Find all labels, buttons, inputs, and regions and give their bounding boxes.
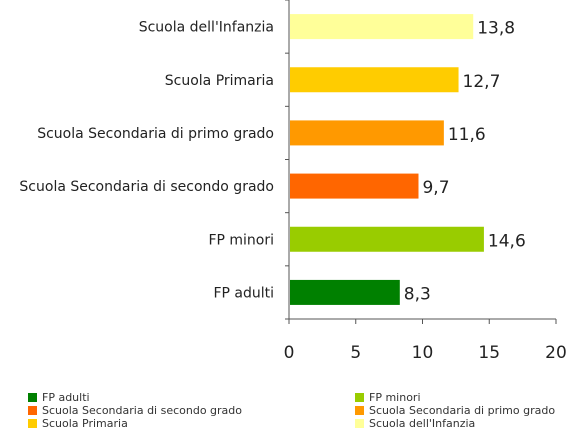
category-label: Scuola dell'Infanzia [139, 20, 274, 36]
value-label: 14,6 [488, 231, 526, 251]
legend-swatch [28, 393, 37, 402]
legend-swatch [28, 406, 37, 415]
bar [290, 120, 444, 146]
legend-item-secondaria-primo-grado: Scuola Secondaria di primo grado [355, 404, 555, 417]
category-label: Scuola Secondaria di secondo grado [19, 179, 274, 195]
bar [290, 14, 474, 40]
legend: FP adulti FP minori Scuola Secondaria di… [0, 388, 567, 431]
bar [290, 279, 400, 305]
legend-label: Scuola Secondaria di primo grado [369, 404, 556, 417]
category-label: FP adulti [213, 285, 274, 301]
x-tick-label: 15 [478, 343, 500, 363]
value-label: 13,8 [477, 19, 515, 39]
bar [290, 67, 459, 93]
legend-label: FP minori [369, 391, 421, 404]
value-label: 12,7 [463, 72, 501, 92]
x-tick-label: 5 [350, 343, 361, 363]
x-tick-label: 0 [284, 343, 295, 363]
value-label: 11,6 [448, 125, 486, 145]
x-tick-label: 10 [412, 343, 434, 363]
legend-swatch [355, 406, 364, 415]
x-tick-label: 20 [545, 343, 567, 363]
category-label: FP minori [208, 232, 274, 248]
legend-item-infanzia: Scuola dell'Infanzia [355, 417, 475, 430]
category-label: Scuola Primaria [165, 73, 274, 89]
legend-label: FP adulti [42, 391, 90, 404]
category-label: Scuola Secondaria di primo grado [37, 126, 274, 142]
value-label: 8,3 [404, 284, 431, 304]
legend-item-secondaria-secondo-grado: Scuola Secondaria di secondo grado [28, 404, 242, 417]
legend-swatch [355, 393, 364, 402]
legend-swatch [355, 419, 364, 428]
legend-swatch [28, 419, 37, 428]
value-label: 9,7 [422, 178, 449, 198]
legend-label: Scuola dell'Infanzia [369, 417, 476, 430]
legend-label: Scuola Primaria [42, 417, 128, 430]
bar-chart: 0 5 10 15 20 Scuola dell'Infanzia 13,8 Scuola P… [19, 0, 567, 363]
legend-item-fp-adulti: FP adulti [28, 391, 90, 404]
legend-item-fp-minori: FP minori [355, 391, 421, 404]
bar [290, 226, 484, 252]
legend-label: Scuola Secondaria di secondo grado [42, 404, 243, 417]
legend-item-primaria: Scuola Primaria [28, 417, 128, 430]
bar [290, 173, 419, 199]
